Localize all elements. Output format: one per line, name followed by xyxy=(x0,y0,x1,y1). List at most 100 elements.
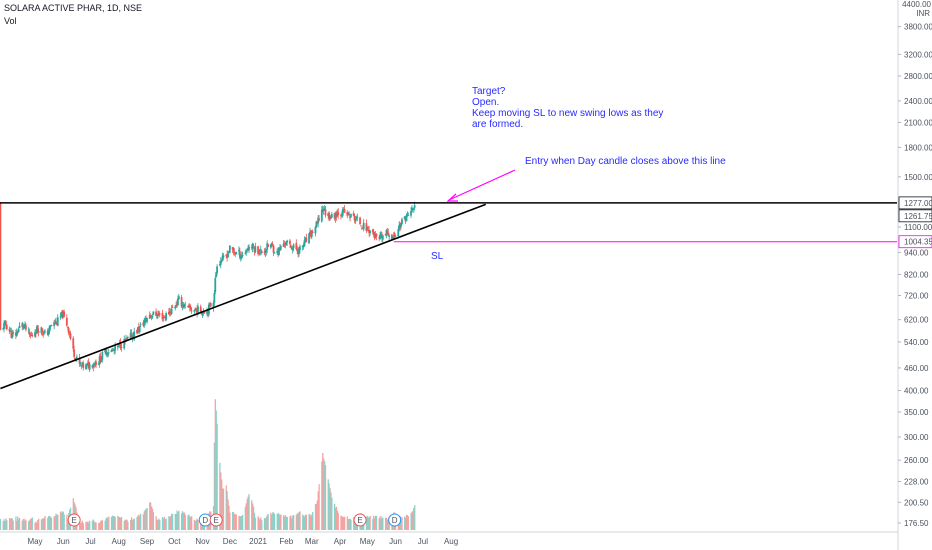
candle-body xyxy=(208,303,211,306)
price-tick-label: 2800.00 xyxy=(904,72,932,81)
candle-body xyxy=(155,311,157,316)
candle-body xyxy=(9,330,12,332)
volume-bar xyxy=(104,520,106,530)
candle-body xyxy=(397,229,400,237)
volume-bar xyxy=(18,519,20,530)
candle-body xyxy=(130,332,133,339)
candle-body xyxy=(56,317,59,326)
earnings-marker-icon xyxy=(353,513,367,527)
price-tick-label: 3200.00 xyxy=(904,50,932,59)
candle-body xyxy=(30,335,33,337)
volume-bar xyxy=(323,460,326,530)
volume-bar xyxy=(336,510,338,530)
candle-body xyxy=(43,331,46,334)
volume-bar xyxy=(278,513,280,530)
candle-body xyxy=(105,350,107,355)
candle-body xyxy=(111,350,114,352)
candle-body xyxy=(385,230,388,236)
volume-bar xyxy=(401,517,403,530)
candle-body xyxy=(212,303,215,308)
candle-body xyxy=(79,363,82,365)
volume-bar xyxy=(353,517,355,530)
candle-body xyxy=(63,311,66,317)
time-tick-label: Aug xyxy=(444,537,458,546)
volume-bar xyxy=(321,461,323,530)
volume-bar xyxy=(132,519,135,530)
volume-bar xyxy=(42,518,44,530)
volume-bar xyxy=(195,520,197,530)
candle-body xyxy=(151,316,154,317)
candle-body xyxy=(21,323,24,327)
candle-body xyxy=(174,306,177,309)
price-tick-label: 540.00 xyxy=(904,338,929,347)
volume-bar xyxy=(347,518,349,530)
volume-bar xyxy=(406,515,409,530)
price-label-box xyxy=(898,235,932,249)
candle-body xyxy=(238,251,241,258)
volume-bar xyxy=(137,515,139,530)
volume-bar xyxy=(82,523,84,530)
volume-bar xyxy=(323,458,325,530)
volume-bar xyxy=(317,491,319,530)
candle-body xyxy=(296,249,299,252)
candle-body xyxy=(126,337,129,338)
volume-bar xyxy=(189,516,191,530)
candle-body xyxy=(410,210,412,216)
candle-body xyxy=(384,234,387,235)
volume-bar xyxy=(95,522,97,530)
volume-bar xyxy=(99,521,102,530)
volume-bar xyxy=(289,516,291,530)
candle-body xyxy=(369,230,371,234)
target-note-line: are formed. xyxy=(472,119,524,130)
volume-bar xyxy=(229,512,231,530)
candle-body xyxy=(80,364,83,366)
volume-bar xyxy=(176,510,178,530)
volume-bar xyxy=(92,519,94,530)
volume-bar xyxy=(146,507,148,530)
candle-body xyxy=(387,232,390,236)
volume-bar xyxy=(21,520,23,530)
candle-body xyxy=(302,244,305,248)
volume-bar xyxy=(119,518,122,530)
volume-bar xyxy=(127,521,129,530)
volume-bar xyxy=(214,399,216,530)
candle-body xyxy=(100,358,103,363)
candle-body xyxy=(289,240,291,245)
volume-bar xyxy=(118,517,120,530)
candle-body xyxy=(392,234,395,236)
volume-bar xyxy=(193,520,196,530)
candle-body xyxy=(350,214,352,218)
candle-body xyxy=(17,328,20,332)
candle-body xyxy=(29,334,32,336)
candle-body xyxy=(405,215,408,222)
volume-bar xyxy=(303,516,306,530)
volume-bar xyxy=(164,519,166,530)
volume-bar xyxy=(41,518,43,530)
candle-body xyxy=(193,310,196,312)
candle-body xyxy=(352,213,355,217)
candle-body xyxy=(225,254,228,256)
volume-tick-label: 200.50 xyxy=(904,498,929,507)
volume-bar xyxy=(330,492,332,530)
candle-body xyxy=(343,208,346,213)
candle-body xyxy=(144,318,147,323)
volume-bar xyxy=(292,515,294,530)
volume-bar xyxy=(240,516,242,530)
volume-bar xyxy=(144,510,146,530)
time-tick-label: May xyxy=(360,537,375,546)
candle-body xyxy=(22,324,25,327)
time-tick-label: Nov xyxy=(195,537,209,546)
candle-body xyxy=(196,308,198,314)
candle-body xyxy=(252,245,255,248)
volume-bar xyxy=(4,521,6,530)
volume-bar xyxy=(380,518,382,530)
candle-body xyxy=(206,309,208,315)
candle-body xyxy=(284,243,287,245)
candle-body xyxy=(263,251,266,253)
entry-arrowhead-icon xyxy=(446,193,458,202)
candle-body xyxy=(403,216,406,220)
candle-body xyxy=(398,224,401,229)
volume-bar xyxy=(36,522,38,530)
candle-body xyxy=(315,221,318,228)
